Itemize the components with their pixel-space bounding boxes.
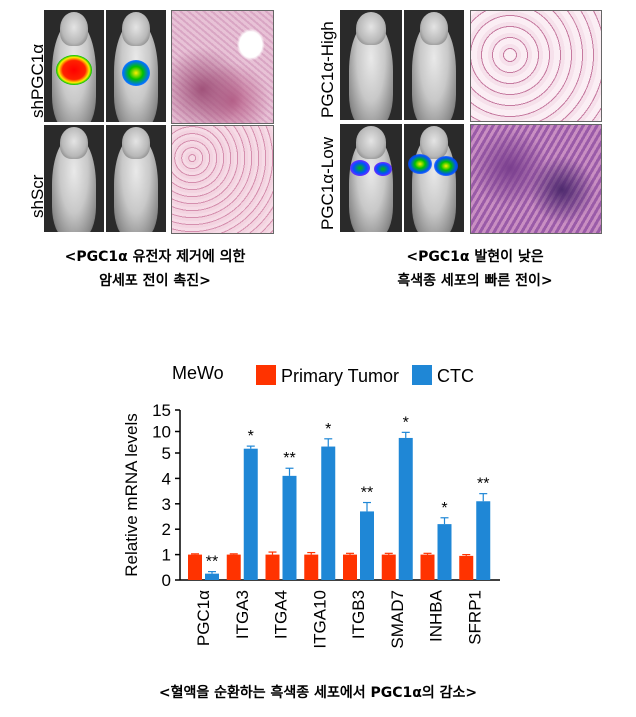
bioluminescence-signal [374,162,392,176]
bioluminescence-signal [434,156,458,176]
legend-swatch-primary-tumor [256,365,276,385]
bar-ctc [360,511,374,580]
significance-label: ** [361,485,373,502]
y-tick-label: 2 [162,520,171,539]
mouse-image-shscr-2 [106,125,166,232]
bar-primary-tumor [459,555,474,580]
bioluminescence-signal [56,55,92,85]
significance-label: * [248,428,254,445]
bar-primary-tumor [343,554,357,580]
legend-swatch-ctc [412,365,432,385]
x-tick-label: ITGA4 [272,590,291,639]
bar-ctc [398,437,413,580]
y-axis-title: Relative mRNA levels [122,413,141,576]
right-caption-line1: <PGC1α 발현이 낮은 [406,249,544,265]
right-caption-line2: 흑색종 세포의 빠른 전이> [397,273,553,289]
chart-title: MeWo [172,363,224,383]
histology-image-pgc1a-high [470,10,602,122]
histology-image-shscr [171,125,274,234]
histology-image-shpgc1a [171,10,274,124]
y-tick-label: 4 [162,469,171,488]
bar-ctc [321,446,336,580]
bar-primary-tumor [226,554,241,580]
left-caption-line1: <PGC1α 유전자 제거에 의한 [64,249,246,265]
bar-ctc [437,524,452,580]
significance-label: * [403,414,409,431]
y-tick-label: 3 [162,495,171,514]
legend-label-primary-tumor: Primary Tumor [281,366,400,386]
mouse-image-pgc1a-high-2 [404,10,464,120]
mouse-image-shpgc1a-2 [106,10,166,122]
mouse-image-shpgc1a-1 [44,10,104,122]
x-tick-label: PGC1α [194,590,213,646]
x-tick-label: INHBA [427,589,446,642]
x-tick-label: ITGB3 [349,590,368,639]
mouse-image-shscr-1 [44,125,104,232]
bar-primary-tumor [420,554,435,580]
mouse-image-pgc1a-low-1 [340,124,402,232]
x-tick-label: ITGA3 [233,590,252,639]
row-label-pgc1a-low: PGC1α-Low [318,137,337,230]
y-tick-label: 10 [152,423,171,442]
y-tick-label: 1 [162,546,171,565]
y-tick-label: 5 [162,444,171,463]
significance-label: * [441,500,447,517]
legend-label-ctc: CTC [437,366,474,386]
y-tick-label: 0 [162,571,171,590]
right-caption: <PGC1α 발현이 낮은 흑색종 세포의 빠른 전이> [330,245,620,293]
x-tick-label: ITGA10 [310,590,329,649]
bottom-caption: <혈액을 순환하는 흑색종 세포에서 PGC1α의 감소> [158,685,478,701]
x-tick-label: SMAD7 [388,590,407,649]
bioluminescence-signal [408,154,432,174]
significance-label: ** [206,554,218,571]
significance-label: ** [477,476,489,493]
mouse-image-pgc1a-low-2 [404,124,464,232]
bar-primary-tumor [381,554,396,580]
legend-ctc: CTC [412,365,474,387]
row-label-pgc1a-high: PGC1α-High [318,21,337,118]
mouse-image-pgc1a-high-1 [340,10,402,120]
x-tick-label: SFRP1 [465,590,484,645]
bioluminescence-signal [350,160,370,176]
bioluminescence-signal [122,60,150,86]
bar-ctc [282,475,297,580]
bar-primary-tumor [265,554,280,580]
histology-image-pgc1a-low [470,124,602,234]
legend-primary-tumor: Primary Tumor [256,365,399,387]
left-caption-line2: 암세포 전이 촉진> [99,273,211,289]
bar-primary-tumor [188,554,202,580]
bar-ctc [243,448,258,580]
left-caption: <PGC1α 유전자 제거에 의한 암세포 전이 촉진> [10,245,300,293]
bar-ctc [205,573,219,580]
bar-ctc [476,501,491,580]
bar-primary-tumor [304,554,319,580]
significance-label: * [325,421,331,438]
y-tick-label: 15 [152,401,171,420]
significance-label: ** [283,450,295,467]
